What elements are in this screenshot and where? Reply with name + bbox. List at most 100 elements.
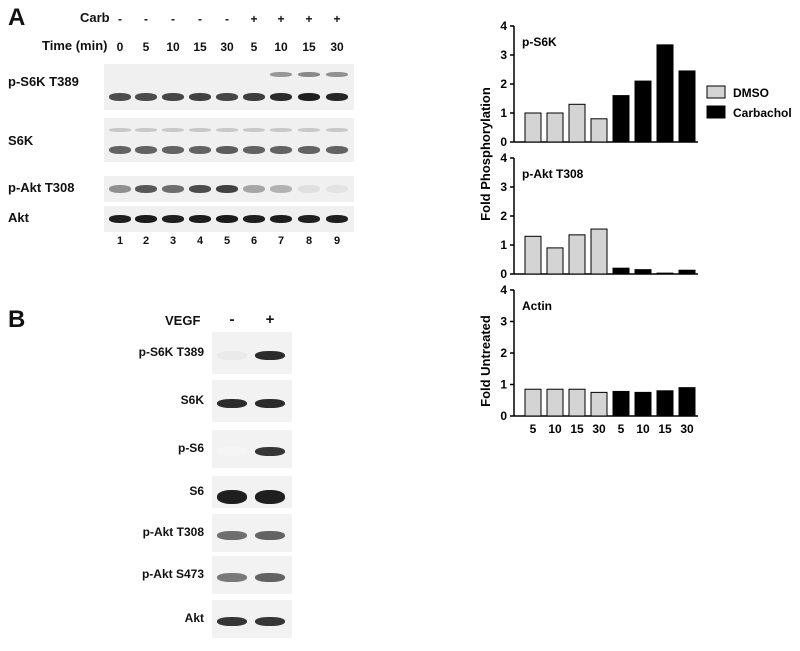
- bar: [656, 44, 674, 143]
- time-value: 10: [166, 40, 180, 54]
- x-tick-label: 5: [618, 422, 625, 436]
- blot-label: Akt: [184, 611, 204, 625]
- blot-band: [189, 146, 211, 154]
- bar: [568, 234, 586, 275]
- panel-a-letter: A: [8, 4, 26, 31]
- blot-label: S6K: [180, 393, 204, 407]
- bar: [612, 390, 630, 417]
- lane-number: 8: [305, 235, 313, 247]
- blot-band: [270, 146, 292, 154]
- bar: [590, 228, 608, 275]
- carb-sign: -: [225, 12, 229, 26]
- bar: [568, 388, 586, 417]
- blot-band: [189, 215, 211, 223]
- blot-band-upper: [270, 72, 292, 77]
- bar: [524, 388, 542, 417]
- blot-band: [326, 215, 348, 223]
- blot-label: S6: [189, 484, 204, 498]
- carb-sign: -: [171, 12, 175, 26]
- blot-band: [189, 185, 211, 193]
- blot-band: [135, 185, 157, 193]
- blot-band: [243, 185, 265, 193]
- blot-band: [162, 215, 184, 223]
- vegf-header: VEGF: [165, 313, 201, 328]
- blot-strip: [104, 118, 354, 162]
- bar: [546, 112, 564, 143]
- x-tick-label: 15: [570, 422, 584, 436]
- blot-band-upper: [243, 128, 265, 132]
- x-tick-label: 30: [680, 422, 694, 436]
- y-tick-label: 3: [500, 315, 507, 329]
- y-axis-label: Fold Phosphorylation: [478, 87, 493, 221]
- blot-strip: [104, 206, 354, 232]
- time-value: 0: [116, 40, 124, 54]
- carb-sign: +: [333, 12, 341, 26]
- chart-title: Actin: [522, 299, 552, 313]
- blot-band-upper: [326, 128, 348, 132]
- blot-band: [162, 185, 184, 193]
- blot-band: [255, 399, 285, 408]
- blot-band: [270, 185, 292, 193]
- blot-band: [109, 215, 131, 223]
- bar: [634, 80, 652, 143]
- blot-band: [162, 93, 184, 101]
- blot-band: [217, 490, 247, 504]
- bar: [612, 95, 630, 143]
- bar: [634, 269, 652, 275]
- lane-number: 2: [142, 235, 150, 247]
- y-tick-label: 3: [500, 48, 507, 62]
- blot-band: [326, 185, 348, 193]
- y-tick-label: 4: [500, 151, 507, 165]
- carb-sign: +: [277, 12, 285, 26]
- blot-band: [298, 146, 320, 154]
- legend-swatch: [706, 85, 726, 99]
- y-tick-label: 1: [500, 106, 507, 120]
- blot-strip: [212, 380, 292, 422]
- blot-strip: [212, 476, 292, 508]
- bar: [590, 118, 608, 143]
- blot-band: [109, 93, 131, 101]
- bar: [590, 391, 608, 417]
- blot-strip: [212, 514, 292, 552]
- time-value: 15: [302, 40, 316, 54]
- y-tick-label: 2: [500, 77, 507, 91]
- vegf-sign: +: [265, 311, 275, 328]
- blot-band-upper: [109, 128, 131, 132]
- blot-band: [243, 215, 265, 223]
- blot-band: [217, 351, 247, 360]
- blot-band: [298, 93, 320, 101]
- lane-number: 3: [169, 235, 177, 247]
- bar: [678, 70, 696, 143]
- blot-band-upper: [189, 128, 211, 132]
- blot-band-upper: [135, 128, 157, 132]
- y-tick-label: 0: [500, 135, 507, 149]
- carb-sign: +: [250, 12, 258, 26]
- blot-label: p-S6K T389: [138, 345, 204, 359]
- blot-band-upper: [162, 128, 184, 132]
- blot-band: [217, 447, 247, 456]
- y-tick-label: 1: [500, 378, 507, 392]
- time-value: 5: [250, 40, 258, 54]
- x-tick-label: 5: [530, 422, 537, 436]
- y-tick-label: 0: [500, 409, 507, 423]
- blot-label: p-S6K T389: [8, 74, 79, 89]
- carb-sign: -: [118, 12, 122, 26]
- y-tick-label: 2: [500, 346, 507, 360]
- blot-band: [255, 531, 285, 540]
- blot-strip: [104, 176, 354, 202]
- blot-strip: [212, 556, 292, 594]
- bar: [656, 390, 674, 417]
- y-tick-label: 1: [500, 238, 507, 252]
- blot-strip: [212, 332, 292, 374]
- x-tick-label: 10: [548, 422, 562, 436]
- blot-band-upper: [298, 128, 320, 132]
- bar: [524, 112, 542, 143]
- time-row-header: Time (min): [42, 38, 108, 53]
- x-tick-label: 15: [658, 422, 672, 436]
- legend-swatch: [706, 105, 726, 119]
- blot-band: [243, 93, 265, 101]
- lane-number: 7: [277, 235, 285, 247]
- blot-band: [216, 215, 238, 223]
- x-tick-label: 30: [592, 422, 606, 436]
- blot-band: [135, 93, 157, 101]
